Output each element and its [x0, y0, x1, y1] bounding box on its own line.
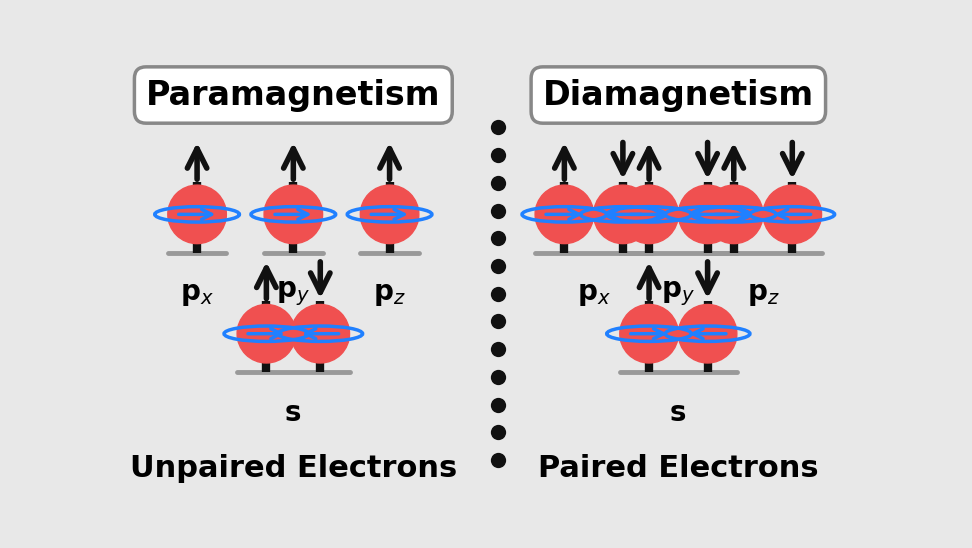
Text: Unpaired Electrons: Unpaired Electrons — [129, 454, 457, 483]
Circle shape — [620, 185, 678, 244]
Text: p$_y$: p$_y$ — [661, 280, 695, 309]
Circle shape — [291, 305, 350, 363]
Text: Paramagnetism: Paramagnetism — [146, 78, 440, 112]
Text: p$_x$: p$_x$ — [180, 280, 214, 308]
Circle shape — [763, 185, 821, 244]
Circle shape — [237, 305, 295, 363]
Text: p$_z$: p$_z$ — [746, 280, 780, 308]
Circle shape — [620, 305, 678, 363]
Circle shape — [168, 185, 226, 244]
Text: p$_y$: p$_y$ — [276, 280, 310, 309]
Text: s: s — [670, 399, 686, 427]
Circle shape — [705, 185, 763, 244]
Text: p$_z$: p$_z$ — [373, 280, 406, 308]
Circle shape — [361, 185, 419, 244]
Circle shape — [594, 185, 652, 244]
Circle shape — [536, 185, 594, 244]
Text: p$_x$: p$_x$ — [576, 280, 610, 308]
Text: Paired Electrons: Paired Electrons — [538, 454, 818, 483]
Circle shape — [678, 305, 737, 363]
Circle shape — [264, 185, 323, 244]
Circle shape — [678, 185, 737, 244]
Text: s: s — [285, 399, 301, 427]
Text: Diamagnetism: Diamagnetism — [542, 78, 814, 112]
